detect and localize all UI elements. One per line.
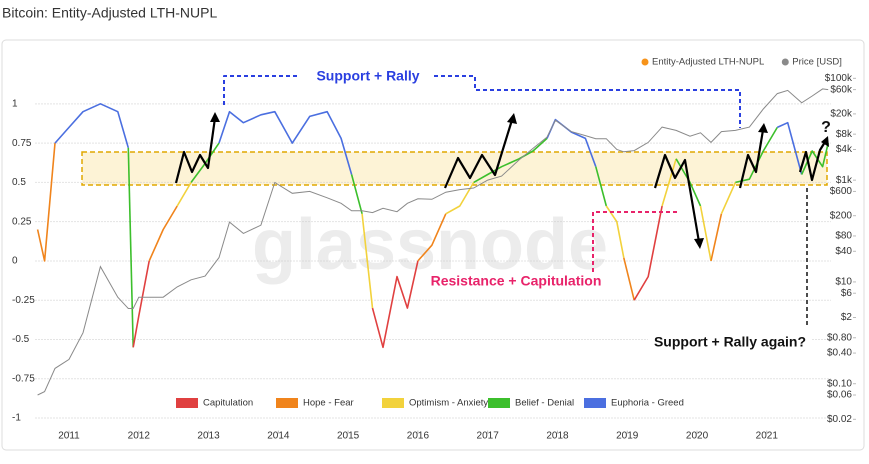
- nupl-line: [361, 213, 374, 309]
- bracket: [434, 75, 741, 128]
- nupl-line: [445, 181, 475, 215]
- y2-tick-label: $0.80: [827, 332, 852, 343]
- y2-tick-label: $2: [841, 312, 853, 323]
- bracket: [592, 211, 678, 272]
- y2-tick-label: $20k: [830, 109, 853, 120]
- nupl-line: [371, 260, 419, 349]
- nupl-line: [699, 205, 712, 262]
- nupl-line: [54, 103, 130, 149]
- arrow: [738, 129, 765, 189]
- y2-tick-label: $200: [830, 210, 853, 221]
- nupl-line: [623, 257, 635, 301]
- x-tick-label: 2013: [197, 431, 220, 442]
- arrow-head: [821, 136, 829, 147]
- x-tick-label: 2012: [128, 431, 151, 442]
- nupl-line: [417, 213, 447, 262]
- nupl-line: [176, 181, 192, 207]
- y2-tick-label: $1k: [836, 175, 853, 186]
- label-bg: [310, 68, 428, 86]
- annotation: Support + Rally again?: [654, 334, 806, 350]
- x-tick-label: 2014: [267, 431, 290, 442]
- y-tick-label: -0.75: [12, 373, 35, 384]
- arrow-head: [694, 238, 704, 249]
- nupl-line: [218, 110, 353, 175]
- legend-marker: [781, 58, 789, 66]
- nupl-line: [720, 182, 737, 215]
- y-tick-label: 0.5: [12, 177, 26, 188]
- label-bg: [648, 334, 812, 352]
- x-tick-label: 2016: [407, 431, 430, 442]
- nupl-line: [148, 205, 178, 262]
- nupl-line: [132, 260, 150, 348]
- nupl-line: [776, 121, 803, 175]
- nupl-line: [36, 143, 56, 262]
- y-tick-label: 0: [12, 256, 18, 267]
- x-tick-label: 2015: [337, 431, 360, 442]
- legend-swatch: [584, 398, 606, 408]
- watermark: glassnode: [252, 205, 608, 285]
- arrow: [653, 153, 701, 243]
- nupl-line: [127, 147, 134, 348]
- annotation: Resistance + Capitulation: [431, 273, 602, 289]
- x-tick-label: 2021: [756, 431, 779, 442]
- legend-swatch: [488, 398, 510, 408]
- y2-tick-label: $0.10: [827, 378, 852, 389]
- y2-tick-label: $0.40: [827, 348, 852, 359]
- annotation: Support + Rally: [316, 68, 419, 84]
- nupl-line: [661, 158, 677, 207]
- x-tick-label: 2020: [686, 431, 709, 442]
- y2-tick-label: $100k: [825, 73, 853, 84]
- nupl-line: [633, 205, 663, 301]
- nupl-line: [473, 137, 548, 184]
- nupl-line: [605, 205, 625, 258]
- arrow: [174, 117, 217, 184]
- legend-label: Entity-Adjusted LTH-NUPL: [652, 57, 764, 68]
- chart-title: Bitcoin: Entity-Adjusted LTH-NUPL: [2, 5, 217, 21]
- y2-tick-label: $60k: [830, 84, 853, 95]
- support-band: [81, 151, 828, 186]
- legend-label: Capitulation: [203, 398, 253, 409]
- legend-label: Belief - Denial: [515, 398, 574, 409]
- legend-swatch: [276, 398, 298, 408]
- legend-label: Euphoria - Greed: [611, 398, 684, 409]
- y-tick-label: 0.75: [12, 138, 32, 149]
- legend-marker: [641, 58, 649, 66]
- y2-tick-label: $6: [841, 288, 853, 299]
- x-tick-label: 2017: [477, 431, 500, 442]
- x-tick-label: 2019: [616, 431, 639, 442]
- y-tick-label: -0.25: [12, 295, 35, 306]
- legend-label: Price [USD]: [792, 57, 842, 68]
- x-tick-label: 2018: [546, 431, 569, 442]
- y2-tick-label: $0.02: [827, 414, 852, 425]
- arrow-head: [758, 123, 768, 133]
- y-tick-label: 1: [12, 98, 18, 109]
- nupl-line: [710, 213, 723, 262]
- y2-tick-label: $8k: [836, 129, 853, 140]
- y-tick-label: -0.5: [12, 334, 30, 345]
- legend-swatch: [382, 398, 404, 408]
- nupl-line: [595, 166, 608, 207]
- annotation: ?: [821, 119, 831, 136]
- x-tick-label: 2011: [58, 431, 80, 442]
- arrow-head: [507, 113, 517, 124]
- y2-tick-label: $4k: [836, 144, 853, 155]
- price-line: [37, 88, 829, 396]
- bracket: [223, 75, 300, 105]
- y2-tick-label: $0.06: [827, 390, 852, 401]
- y-tick-label: 0.25: [12, 216, 32, 227]
- arrow: [443, 119, 514, 189]
- y-tick-label: -1: [12, 413, 21, 424]
- y2-tick-label: $80: [835, 231, 852, 242]
- arrow-head: [210, 112, 220, 122]
- legend-label: Optimism - Anxiety: [409, 398, 488, 409]
- y2-tick-label: $10: [835, 277, 852, 288]
- legend-label: Hope - Fear: [303, 398, 354, 409]
- nupl-line: [350, 174, 363, 215]
- y2-tick-label: $600: [830, 186, 853, 197]
- legend-swatch: [176, 398, 198, 408]
- y2-tick-label: $40: [835, 246, 852, 257]
- arrow: [798, 141, 826, 182]
